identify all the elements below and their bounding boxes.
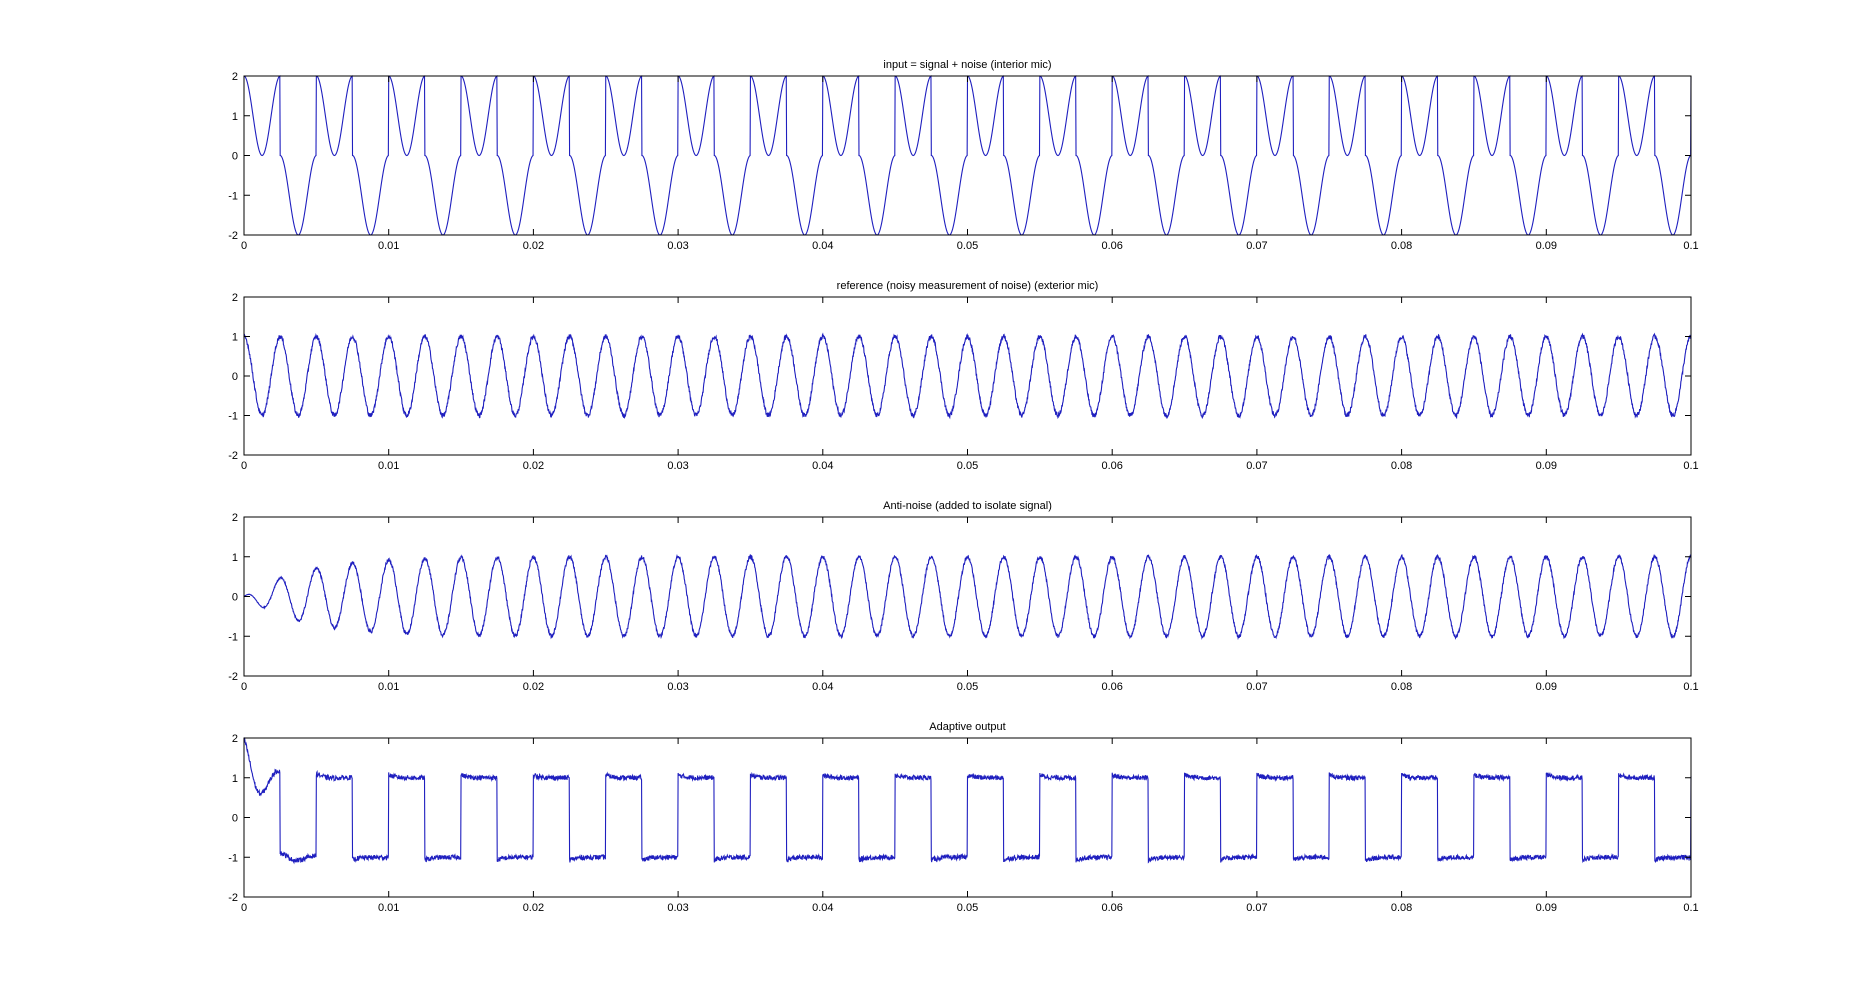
x-tick-label: 0.1 <box>1683 902 1698 914</box>
y-tick-label: -2 <box>228 671 238 683</box>
y-tick-label: 2 <box>232 292 238 304</box>
y-tick-label: -1 <box>228 411 238 423</box>
x-tick-label: 0 <box>241 460 247 472</box>
x-tick-label: 0.09 <box>1536 681 1557 693</box>
x-tick-label: 0 <box>241 240 247 252</box>
x-tick-label: 0.03 <box>667 902 688 914</box>
y-tick-label: -1 <box>228 631 238 643</box>
x-tick-label: 0.05 <box>957 902 978 914</box>
subplot-3: Anti-noise (added to isolate signal) 0 0.0… <box>228 500 1698 693</box>
x-tick-label: 0.07 <box>1246 240 1267 252</box>
y-tick-label: 0 <box>232 592 238 604</box>
y-tick-label: -2 <box>228 230 238 242</box>
x-tick-label: 0.09 <box>1536 902 1557 914</box>
subplot-title: Adaptive output <box>929 721 1005 733</box>
subplot-2: reference (noisy measurement of noise) (… <box>228 280 1698 472</box>
axes-box <box>243 516 1692 677</box>
x-tick-label: 0.07 <box>1246 681 1267 693</box>
y-tick-label: 0 <box>232 151 238 163</box>
data-line <box>243 332 1692 420</box>
x-tick-label: 0.06 <box>1101 460 1122 472</box>
x-tick-label: 0.02 <box>523 240 544 252</box>
y-tick-label: -2 <box>228 892 238 904</box>
y-tick-label: 1 <box>232 332 238 344</box>
y-tick-label: 2 <box>232 512 238 524</box>
data-line <box>243 553 1692 641</box>
x-tick-label: 0.01 <box>378 240 399 252</box>
data-line <box>243 737 1692 865</box>
y-tick-label: -1 <box>228 190 238 202</box>
x-tick-label: 0.07 <box>1246 460 1267 472</box>
y-tick-label: -2 <box>228 450 238 462</box>
x-tick-label: 0.06 <box>1101 240 1122 252</box>
x-tick-label: 0.04 <box>812 681 833 693</box>
x-tick-label: 0.04 <box>812 902 833 914</box>
x-tick-label: 0.1 <box>1683 681 1698 693</box>
subplot-1: input = signal + noise (interior mic) 0 0.… <box>228 59 1698 252</box>
x-tick-label: 0.03 <box>667 240 688 252</box>
y-tick-label: 1 <box>232 111 238 123</box>
subplot-title: input = signal + noise (interior mic) <box>883 59 1051 71</box>
x-tick-label: 0 <box>241 681 247 693</box>
x-tick-label: 0.02 <box>523 460 544 472</box>
x-tick-label: 0.08 <box>1391 902 1412 914</box>
y-tick-label: 1 <box>232 773 238 785</box>
x-tick-label: 0.05 <box>957 460 978 472</box>
x-tick-label: 0.1 <box>1683 240 1698 252</box>
y-tick-label: 1 <box>232 552 238 564</box>
x-tick-label: 0.01 <box>378 460 399 472</box>
x-tick-label: 0.09 <box>1536 240 1557 252</box>
subplot-4: Adaptive output 0 0.01 0.02 0.03 0.04 0.05 0.06… <box>228 721 1698 914</box>
y-tick-label: 0 <box>232 813 238 825</box>
x-tick-label: 0.04 <box>812 460 833 472</box>
data-line <box>243 75 1692 236</box>
x-tick-label: 0.1 <box>1683 460 1698 472</box>
x-tick-label: 0.08 <box>1391 681 1412 693</box>
x-tick-label: 0.01 <box>378 902 399 914</box>
x-tick-label: 0.03 <box>667 681 688 693</box>
x-tick-label: 0.02 <box>523 681 544 693</box>
x-tick-label: 0.08 <box>1391 460 1412 472</box>
y-tick-label: 2 <box>232 733 238 745</box>
y-tick-label: 2 <box>232 71 238 83</box>
x-tick-label: 0.09 <box>1536 460 1557 472</box>
x-tick-label: 0.04 <box>812 240 833 252</box>
y-tick-label: 0 <box>232 371 238 383</box>
x-tick-label: 0.01 <box>378 681 399 693</box>
x-tick-label: 0.05 <box>957 681 978 693</box>
y-tick-label: -1 <box>228 852 238 864</box>
subplot-title: reference (noisy measurement of noise) (… <box>837 280 1099 292</box>
x-tick-label: 0.06 <box>1101 681 1122 693</box>
x-tick-label: 0.05 <box>957 240 978 252</box>
x-tick-label: 0 <box>241 902 247 914</box>
x-tick-label: 0.07 <box>1246 902 1267 914</box>
axes-box <box>243 296 1692 456</box>
x-tick-label: 0.03 <box>667 460 688 472</box>
x-tick-label: 0.08 <box>1391 240 1412 252</box>
subplot-title: Anti-noise (added to isolate signal) <box>883 500 1052 512</box>
x-tick-label: 0.06 <box>1101 902 1122 914</box>
x-tick-label: 0.02 <box>523 902 544 914</box>
